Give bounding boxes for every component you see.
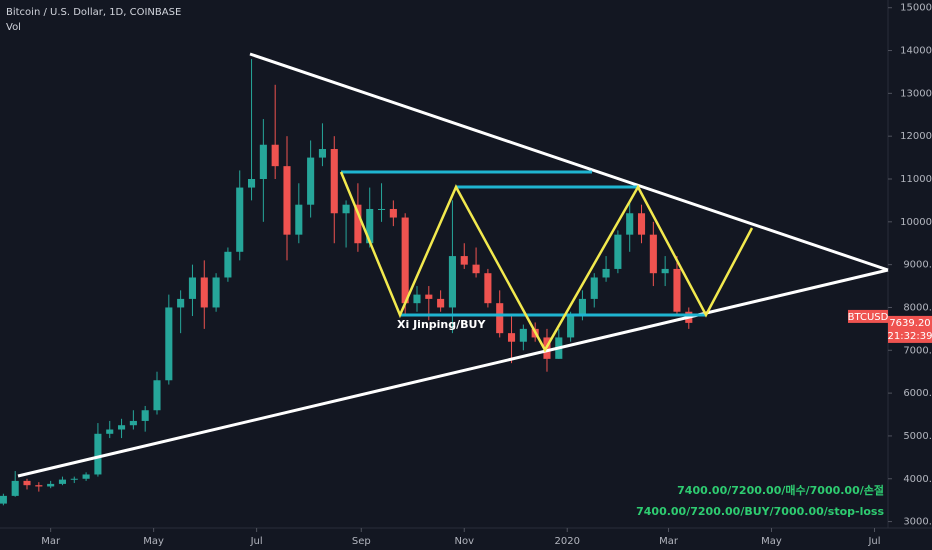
candle-body [649,234,657,274]
candle-body [377,208,386,210]
x-tick-label: Sep [352,536,371,547]
candle-body [401,217,409,304]
candle-body [11,480,19,496]
zigzag [339,171,754,353]
candle-body [271,144,279,167]
candle-body [129,420,137,426]
candle-body [177,298,185,308]
candle-body [94,433,102,475]
candle-body [330,149,338,214]
symbol-tag-bg [848,309,888,323]
x-tick-label: Jul [867,536,880,547]
candle-body [236,187,244,252]
y-tick-label: 4000.00 [903,474,932,485]
candle-body [141,410,149,421]
candle-body [389,208,397,218]
y-tick-label: 15000.00 [900,3,932,14]
candle-body [118,425,126,430]
x-tick-label: 2020 [555,536,580,547]
candle-body [82,474,90,479]
x-tick-label: May [761,536,782,547]
candle-body [0,495,7,504]
y-tick-label: 9000.00 [903,260,932,271]
note: 7400.00/7200.00/BUY/7000.00/stop-loss [636,505,884,518]
candle-body [437,298,445,308]
candle-body [342,204,350,214]
y-tick-label: 7000.00 [903,345,932,356]
x-tick-label: Mar [659,536,679,547]
y-tick-label: 11000.00 [900,174,932,185]
candle-body [283,166,291,235]
countdown: 21:32:39 [888,331,932,342]
candle-body [247,178,256,188]
candle-body [673,268,681,312]
candle-body [318,149,326,158]
last-price-bg [888,315,932,343]
candle-body [567,316,575,338]
candle-body [626,213,634,235]
symbol-tag: BTCUSD [848,312,889,323]
y-tick-label: 14000.00 [900,46,932,57]
candle-body [507,333,516,342]
candle-body [413,294,421,304]
candle-body [200,277,208,308]
indicator-label: Vol [6,22,21,33]
axes: 3000.00 4000.00 5000.00 6000.00 7000.00 8000.… [41,3,932,547]
y-tick-label: 3000.00 [903,517,932,528]
triangle-upper [249,52,889,272]
triangle-lower [17,268,889,478]
candle-body [23,480,31,486]
candle-body [354,204,362,244]
last-price: 7639.20 [889,318,930,329]
x-tick-label: Mar [41,536,61,547]
candle-body [188,277,197,299]
y-tick-label: 10000.00 [900,217,932,228]
candle-body [661,268,669,274]
candles [0,59,693,506]
candle-body [224,251,232,278]
candle-body [614,234,622,269]
y-tick-label: 6000.00 [903,388,932,399]
candle-body [212,277,220,308]
candle-body [519,328,527,342]
candle-body [106,429,114,434]
candle-body [472,264,480,274]
x-tick-label: Jul [250,536,263,547]
candle-body [578,298,586,317]
candle-body [366,208,374,244]
candle-body [58,479,67,484]
candle-body [153,380,161,411]
y-tick-label: 5000.00 [903,431,932,442]
candle-body [602,268,610,278]
candle-body [448,256,456,308]
annotation: Xi Jinping/BUY [397,318,486,331]
candle-body [496,303,504,334]
y-tick-label: 8000.00 [903,302,932,313]
x-tick-label: Nov [454,536,474,547]
candle-body [484,273,492,304]
y-tick-label: 13000.00 [900,88,932,99]
drawings [17,52,889,478]
candle-body [70,478,78,480]
y-tick-label: 12000.00 [900,131,932,142]
candle-body [259,144,267,179]
candle-body [425,294,433,299]
candle-body [460,256,468,265]
candle-body [295,204,303,235]
note: 7400.00/7200.00/매수/7000.00/손절 [677,483,884,497]
candle-body [637,213,646,235]
candle-body [47,483,55,487]
candle-body [35,485,43,487]
candle-body [165,307,173,381]
candle-body [590,277,598,299]
x-tick-label: May [143,536,164,547]
chart-title: Bitcoin / U.S. Dollar, 1D, COINBASE [6,7,181,18]
candle-body [307,157,315,205]
